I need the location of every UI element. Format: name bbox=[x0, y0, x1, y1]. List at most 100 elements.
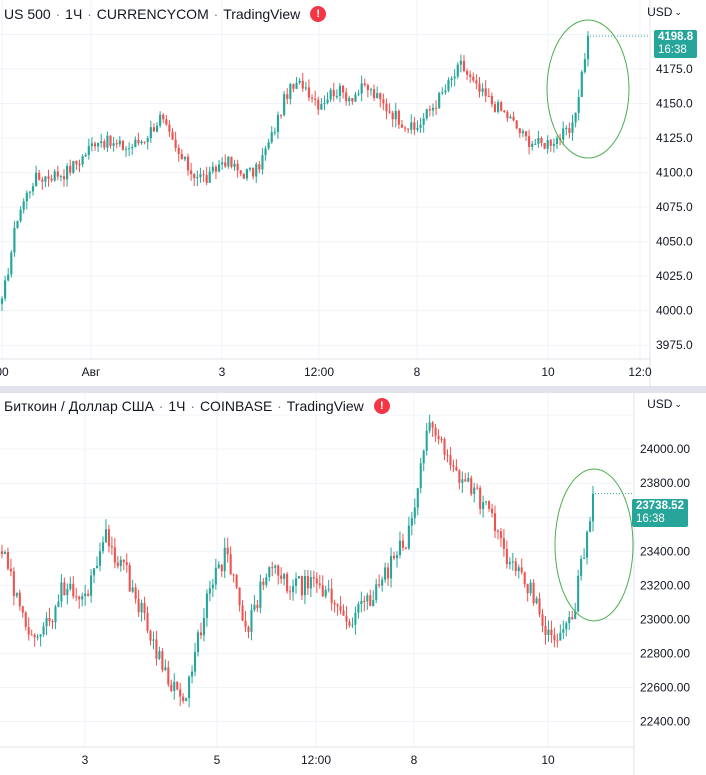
candle-body bbox=[553, 635, 556, 641]
price-axis-label: 4100.0 bbox=[656, 166, 693, 180]
candle-body bbox=[431, 422, 434, 428]
candle-body bbox=[78, 164, 81, 166]
exclamation-icon[interactable]: ! bbox=[310, 6, 327, 22]
candle-body bbox=[407, 128, 410, 130]
candle-body bbox=[517, 567, 520, 572]
price-axis-label: 22600.00 bbox=[640, 680, 690, 694]
candle-body bbox=[372, 600, 375, 607]
candle-body bbox=[382, 99, 385, 104]
candle-body bbox=[571, 122, 574, 133]
candle-body bbox=[493, 513, 497, 531]
price-axis-label: 23000.00 bbox=[640, 612, 690, 626]
candle-body bbox=[588, 521, 592, 532]
candle-body bbox=[490, 96, 493, 105]
symbol-title[interactable]: US 500 bbox=[4, 6, 51, 22]
candle-body bbox=[289, 84, 292, 99]
spx-chart-canvas[interactable]: 3975.0 4000.0 4025.0 4050.0 4075.0 4100.0 4125… bbox=[0, 0, 706, 386]
candle-body bbox=[538, 598, 541, 615]
candle-body bbox=[0, 298, 4, 304]
symbol-title[interactable]: Биткоин / Доллар США bbox=[4, 398, 154, 414]
candle-body bbox=[309, 577, 312, 589]
candle-body bbox=[413, 507, 416, 519]
candle-body bbox=[24, 612, 27, 628]
candle-body bbox=[292, 585, 295, 593]
candle-body bbox=[90, 143, 94, 146]
candle-body bbox=[7, 274, 10, 281]
candle-body bbox=[124, 148, 128, 150]
candle-body bbox=[10, 252, 13, 275]
candle-body bbox=[335, 96, 338, 98]
candle-body bbox=[327, 588, 330, 590]
candle-body bbox=[410, 122, 413, 130]
candle-body bbox=[146, 138, 149, 142]
candle-body bbox=[158, 651, 161, 659]
candle-body bbox=[72, 583, 75, 597]
candle-body bbox=[401, 540, 404, 548]
candle-body bbox=[182, 696, 185, 701]
candle-body bbox=[485, 501, 488, 503]
interval-label[interactable]: 1Ч bbox=[65, 6, 83, 22]
candle-body bbox=[294, 578, 298, 586]
candle-body bbox=[363, 600, 366, 602]
currency-selector[interactable]: USD ⌄ bbox=[647, 397, 682, 411]
candle-body bbox=[568, 617, 571, 624]
candle-body bbox=[253, 604, 256, 611]
currency-selector[interactable]: USD ⌄ bbox=[647, 5, 682, 19]
candle-body bbox=[262, 581, 265, 585]
last-price-value: 23738.52 bbox=[636, 500, 684, 512]
price-axis-label: 4050.0 bbox=[656, 235, 693, 249]
candle-body bbox=[298, 80, 301, 83]
time-axis-label: 12:00 bbox=[301, 753, 331, 767]
candle-body bbox=[167, 667, 170, 685]
candle-body bbox=[53, 171, 56, 181]
time-axis-label: 00 bbox=[0, 365, 9, 379]
btc-chart-canvas[interactable]: 22400.00 22600.00 22800.00 23000.00 23200.00… bbox=[0, 393, 706, 775]
candle-body bbox=[450, 78, 453, 81]
candle-body bbox=[499, 531, 502, 539]
separator: · bbox=[209, 6, 223, 22]
candle-body bbox=[220, 564, 223, 572]
candle-body bbox=[470, 477, 473, 495]
candle-body bbox=[193, 174, 196, 179]
candle-body bbox=[342, 610, 345, 616]
btc-chart-panel[interactable]: 22400.00 22600.00 22800.00 23000.00 23200.00… bbox=[0, 393, 706, 775]
candle-body bbox=[422, 450, 425, 464]
candle-body bbox=[577, 575, 580, 612]
spx-chart-panel[interactable]: 3975.0 4000.0 4025.0 4050.0 4075.0 4100.0 4125… bbox=[0, 0, 706, 386]
candle-body bbox=[78, 596, 81, 600]
candle-body bbox=[580, 71, 583, 98]
candle-body bbox=[87, 593, 90, 596]
time-axis-label: Авг bbox=[82, 365, 101, 379]
candle-body bbox=[48, 618, 51, 622]
price-axis-label: 23400.00 bbox=[640, 544, 690, 558]
candle-body bbox=[214, 166, 218, 172]
candle-body bbox=[31, 186, 35, 192]
candle-body bbox=[528, 136, 531, 147]
candle-body bbox=[125, 562, 128, 566]
price-axis-label: 23200.00 bbox=[640, 578, 690, 592]
candle-body bbox=[261, 155, 264, 170]
candle-body bbox=[476, 487, 479, 489]
candle-body bbox=[323, 103, 326, 105]
candle-body bbox=[419, 124, 422, 128]
source-label: COINBASE bbox=[199, 398, 273, 414]
candle-body bbox=[128, 565, 131, 592]
candle-body bbox=[544, 625, 547, 635]
candle-body bbox=[407, 525, 410, 549]
candle-body bbox=[152, 639, 155, 641]
candle-body bbox=[540, 137, 543, 144]
candle-body bbox=[9, 568, 12, 572]
candle-body bbox=[19, 209, 22, 221]
candle-body bbox=[286, 94, 289, 99]
candle-body bbox=[27, 627, 30, 635]
exclamation-icon[interactable]: ! bbox=[373, 398, 390, 414]
candle-body bbox=[208, 171, 211, 183]
candle-body bbox=[403, 127, 407, 129]
interval-label[interactable]: 1Ч bbox=[168, 398, 186, 414]
candle-body bbox=[242, 173, 245, 179]
candle-body bbox=[398, 540, 401, 556]
panel-divider[interactable] bbox=[0, 386, 706, 393]
candle-body bbox=[591, 493, 595, 522]
candle-body bbox=[301, 80, 304, 89]
candle-body bbox=[185, 698, 188, 701]
